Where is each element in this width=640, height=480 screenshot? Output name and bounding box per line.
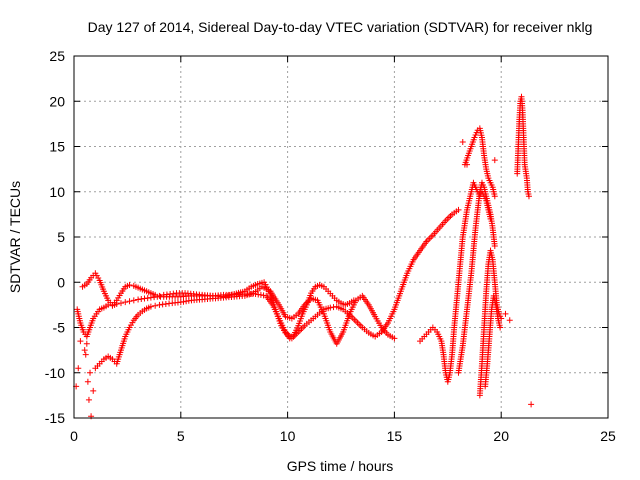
x-tick-label: 10 [280,428,296,444]
data-point-scattered [87,369,94,376]
y-tick-label: 5 [57,229,65,245]
y-tick-label: 10 [49,184,65,200]
x-axis-label: GPS time / hours [287,458,394,474]
x-tick-label: 25 [600,428,616,444]
data-point-track-e [491,243,498,250]
data-point-track-c [126,281,133,288]
y-tick-label: -5 [53,320,66,336]
chart-title: Day 127 of 2014, Sidereal Day-to-day VTE… [88,19,593,35]
data-point-track-a [122,299,129,306]
data-point-track-a [117,300,124,307]
x-tick-label: 20 [493,428,509,444]
plot-frame [73,55,609,419]
data-point-scattered [506,317,513,324]
y-tick-label: -15 [45,410,65,426]
data-point-scattered [459,138,466,145]
data-point-track-i [525,193,532,200]
data-point-scattered [84,378,91,385]
x-tick-label: 15 [387,428,403,444]
y-tick-label: 20 [49,93,65,109]
y-axis-label: SDTVAR / TECUs [7,181,23,293]
data-point-scattered [77,338,84,345]
data-point-track-a [126,298,133,305]
data-point-scattered [90,387,97,394]
x-tick-label: 0 [70,428,78,444]
data-point-track-b [152,302,159,309]
data-point-scattered [83,340,90,347]
data-point-track-c [152,291,159,298]
data-point-scattered [502,310,509,317]
data-point-scattered [85,396,92,403]
x-tick-label: 5 [177,428,185,444]
point-layer [73,93,535,420]
data-point-scattered [82,351,89,358]
data-point-scattered [75,365,82,372]
grid-layer [74,56,608,418]
data-point-scattered [491,157,498,164]
data-point-track-a [455,206,462,213]
data-point-track-h [497,324,504,331]
y-tick-label: 25 [49,48,65,64]
data-point-scattered [81,347,88,354]
y-tick-label: 0 [57,274,65,290]
y-tick-label: 15 [49,139,65,155]
data-point-track-b [147,303,154,310]
data-point-scattered [464,161,471,168]
y-tick-label: -10 [45,365,65,381]
data-point-track-c [350,297,357,304]
data-point-track-b [391,335,398,342]
data-point-track-a [130,297,137,304]
data-point-scattered [528,401,535,408]
data-point-track-c [156,292,163,299]
tick-layer: 0 5 10 15 20 25 -15 -10 -5 0 5 10 15 20 25 [45,48,616,444]
data-point-track-f [491,193,498,200]
